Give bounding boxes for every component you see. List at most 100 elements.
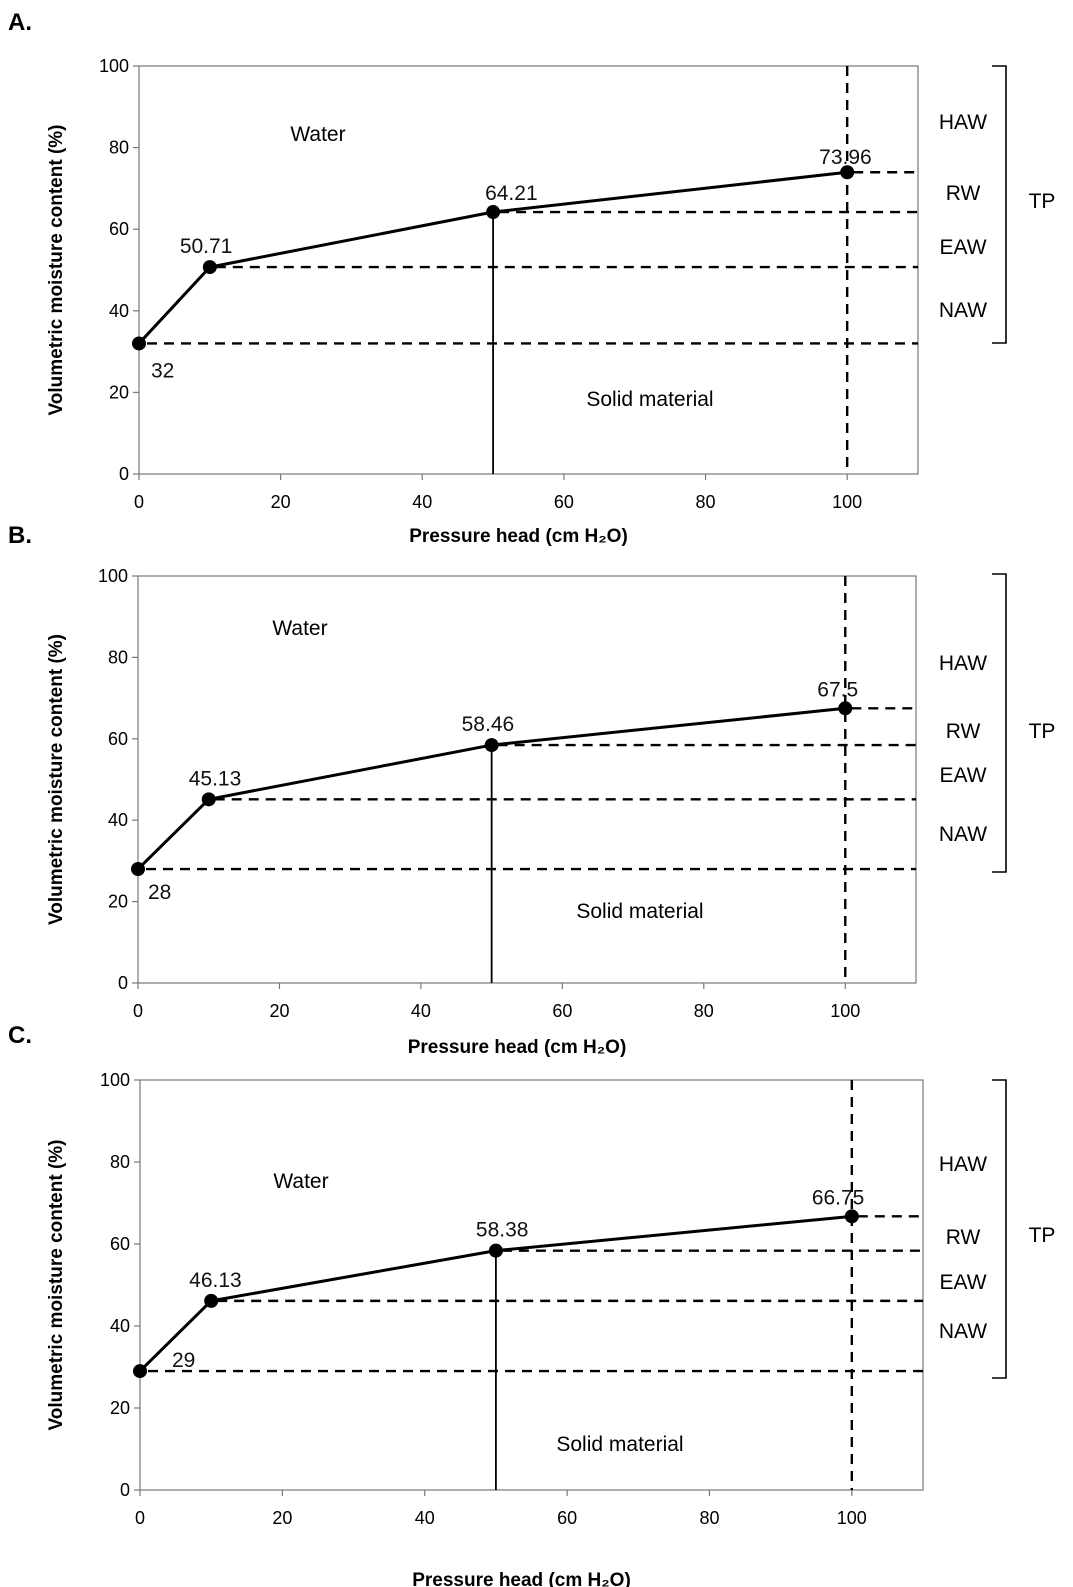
y-tick-label: 60 [109,219,129,239]
plot-frame [138,65,919,475]
y-tick-label: 100 [98,566,128,586]
y-axis-title: Volumetric moisture content (%) [46,124,67,415]
bracket-total-label: TP [1029,1224,1056,1247]
y-tick-label: 40 [109,301,129,321]
bracket-segment-label: RW [946,182,981,205]
data-point [840,165,855,180]
y-tick-label: 0 [119,464,129,484]
data-point-label: 67.5 [817,678,858,701]
x-tick-label: 20 [272,1508,292,1528]
x-tick-label: 80 [694,1001,714,1021]
x-tick-label: 100 [830,1001,860,1021]
bracket-segment-label: EAW [939,1271,986,1294]
data-point-label: 58.38 [476,1219,529,1242]
y-tick-label: 60 [108,729,128,749]
y-axis-title: Volumetric moisture content (%) [46,1139,67,1430]
data-point-label: 46.13 [189,1269,242,1292]
y-tick-label: 20 [110,1398,130,1418]
data-point-label: 64.21 [485,182,538,205]
data-point [844,1209,859,1224]
bracket-segment-label: RW [946,720,981,743]
x-tick-label: 0 [134,492,144,512]
retention-curve [136,706,846,871]
data-point [132,336,146,351]
y-tick-label: 60 [110,1234,130,1254]
data-point [838,701,853,716]
plot-frame [139,1079,924,1491]
y-tick-label: 80 [110,1152,130,1172]
region-label-solid: Solid material [556,1433,683,1456]
panel-letter: B. [8,522,32,549]
y-tick-label: 80 [108,647,128,667]
bracket-total-label: TP [1029,720,1056,743]
chart-panel-b: B. 0 20 40 60 80 100 0 20 40 60 80 100 Pressure head … [8,522,1055,1058]
y-tick-label: 100 [100,1070,130,1090]
y-tick-label: 0 [118,973,128,993]
bracket-segment-label: EAW [939,236,986,259]
data-point-label: 58.46 [462,713,515,736]
y-tick-label: 20 [109,382,129,402]
chart-panel-c: C. 0 20 40 60 80 100 0 20 40 60 80 100 Pressure head … [8,1022,1055,1587]
data-point-label: 28 [148,881,171,904]
region-label-solid: Solid material [586,388,713,411]
x-axis-title: Pressure head (cm H₂O) [409,526,628,547]
bracket-segment-label: HAW [939,652,987,675]
data-point-label: 45.13 [189,767,242,790]
bracket-segment-label: RW [946,1226,981,1249]
bracket-segment-label: EAW [939,764,986,787]
y-tick-label: 100 [99,56,129,76]
data-point [202,260,217,275]
data-point [204,1293,219,1308]
data-point-label: 29 [172,1349,195,1372]
bracket-segment-label: NAW [939,823,987,846]
data-point [131,862,145,877]
x-axis-title: Pressure head (cm H₂O) [408,1037,627,1058]
bracket-total-label: TP [1029,190,1056,213]
retention-curve [138,1214,852,1373]
data-point-label: 32 [151,359,174,382]
y-axis-title: Volumetric moisture content (%) [46,634,67,925]
panel-letter: A. [8,9,32,36]
bracket-segment-label: NAW [939,1320,987,1343]
region-label-water: Water [290,123,345,146]
x-tick-label: 60 [557,1508,577,1528]
data-point-label: 73.96 [819,146,872,169]
data-point-label: 50.71 [180,235,233,258]
region-label-water: Water [273,1170,328,1193]
x-axis-title: Pressure head (cm H₂O) [412,1570,631,1587]
plot-frame [137,575,917,984]
bracket-line [992,1079,1007,1379]
bracket-segment-label: NAW [939,299,987,322]
data-point [486,205,501,220]
x-tick-label: 0 [133,1001,143,1021]
y-tick-label: 40 [110,1316,130,1336]
y-tick-label: 40 [108,810,128,830]
x-tick-label: 40 [412,492,432,512]
x-tick-label: 0 [135,1508,145,1528]
x-tick-label: 80 [699,1508,719,1528]
chart-panel-a: A. 0 20 40 60 80 100 0 20 40 60 80 100 Pressure head … [8,9,1055,547]
bracket-line [992,65,1007,344]
x-tick-label: 40 [415,1508,435,1528]
x-tick-label: 100 [837,1508,867,1528]
retention-curve [137,170,848,345]
x-tick-label: 40 [411,1001,431,1021]
y-tick-label: 0 [120,1480,130,1500]
data-point-label: 66.75 [812,1186,865,1209]
x-tick-label: 60 [552,1001,572,1021]
region-label-water: Water [272,617,327,640]
x-tick-label: 60 [554,492,574,512]
x-tick-label: 80 [696,492,716,512]
data-point [133,1364,147,1379]
panel-letter: C. [8,1022,32,1049]
region-label-solid: Solid material [576,900,703,923]
x-tick-label: 100 [832,492,862,512]
bracket-line [992,573,1007,873]
data-point [488,1243,503,1258]
data-point [201,792,216,807]
bracket-segment-label: HAW [939,1153,987,1176]
data-point [484,738,499,753]
x-tick-label: 20 [271,492,291,512]
bracket-segment-label: HAW [939,111,987,134]
